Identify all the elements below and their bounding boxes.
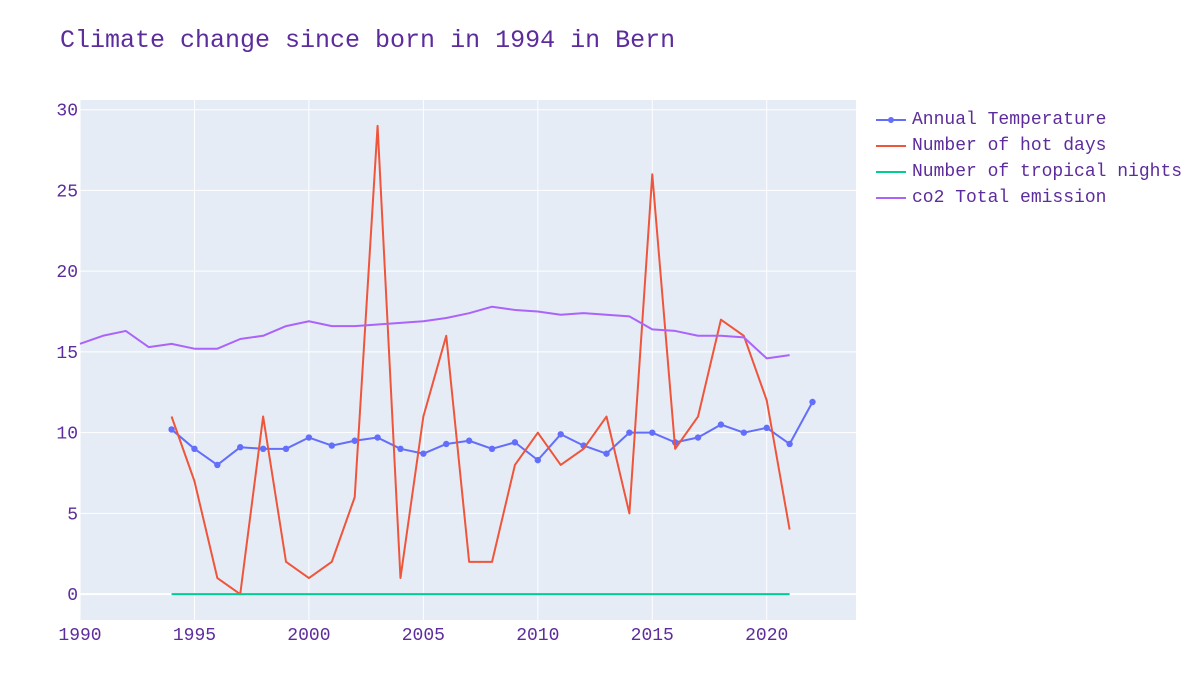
legend-label: Annual Temperature: [912, 110, 1107, 130]
legend: Annual Temperature Number of hot days Numb…: [876, 107, 1182, 211]
legend-swatch: [876, 197, 906, 199]
x-tick-label: 2015: [631, 626, 674, 646]
data-point-annual-temperature: [511, 439, 519, 446]
data-point-annual-temperature: [717, 421, 725, 428]
y-tick-label: 20: [56, 263, 78, 283]
y-tick-label: 10: [56, 425, 78, 445]
x-tick-label: 1990: [58, 626, 101, 646]
data-point-annual-temperature: [305, 434, 313, 441]
data-point-annual-temperature: [740, 429, 748, 436]
y-tick-label: 0: [67, 586, 78, 606]
data-point-annual-temperature: [763, 424, 770, 432]
data-point-annual-temperature: [557, 431, 564, 438]
data-point-annual-temperature: [328, 442, 335, 449]
data-point-annual-temperature: [603, 450, 610, 457]
legend-swatch: [876, 145, 906, 147]
data-point-annual-temperature: [443, 440, 450, 448]
data-point-annual-temperature: [465, 437, 473, 444]
y-tick-label: 15: [56, 344, 78, 364]
data-point-annual-temperature: [534, 456, 542, 464]
plot-background: [80, 100, 856, 620]
data-point-annual-temperature: [626, 429, 633, 436]
data-point-annual-temperature: [259, 445, 267, 453]
legend-item[interactable]: Number of tropical nights: [876, 159, 1182, 185]
data-point-annual-temperature: [237, 444, 244, 451]
legend-label: Number of hot days: [912, 136, 1107, 156]
legend-label: Number of tropical nights: [912, 162, 1183, 182]
chart-title: Climate change since born in 1994 in Ber…: [60, 26, 676, 55]
data-point-annual-temperature: [374, 434, 381, 441]
data-point-annual-temperature: [488, 445, 496, 453]
data-point-annual-temperature: [649, 429, 656, 436]
x-tick-label: 2020: [745, 626, 788, 646]
x-tick-label: 2000: [287, 626, 330, 646]
y-tick-label: 5: [67, 505, 78, 525]
legend-swatch: [876, 171, 906, 173]
y-tick-label: 25: [56, 182, 78, 202]
legend-item[interactable]: Number of hot days: [876, 133, 1182, 159]
legend-item[interactable]: Annual Temperature: [876, 107, 1182, 133]
x-tick-label: 2005: [402, 626, 445, 646]
x-tick-label: 1995: [173, 626, 216, 646]
legend-item[interactable]: co2 Total emission: [876, 185, 1182, 211]
data-point-annual-temperature: [786, 440, 793, 448]
data-point-annual-temperature: [809, 398, 816, 406]
legend-swatch: [876, 117, 906, 123]
data-point-annual-temperature: [282, 445, 290, 453]
data-point-annual-temperature: [168, 426, 175, 433]
data-point-annual-temperature: [214, 461, 221, 469]
data-point-annual-temperature: [694, 434, 702, 441]
data-point-annual-temperature: [191, 445, 198, 453]
data-point-annual-temperature: [351, 437, 358, 444]
series-line-co2-total-emission: [79, 305, 790, 360]
x-tick-label: 2010: [516, 626, 559, 646]
legend-label: co2 Total emission: [912, 188, 1107, 208]
data-point-annual-temperature: [397, 445, 404, 453]
y-tick-label: 30: [56, 102, 78, 122]
data-point-annual-temperature: [420, 450, 427, 457]
series-line-number-of-hot-days: [170, 124, 791, 596]
